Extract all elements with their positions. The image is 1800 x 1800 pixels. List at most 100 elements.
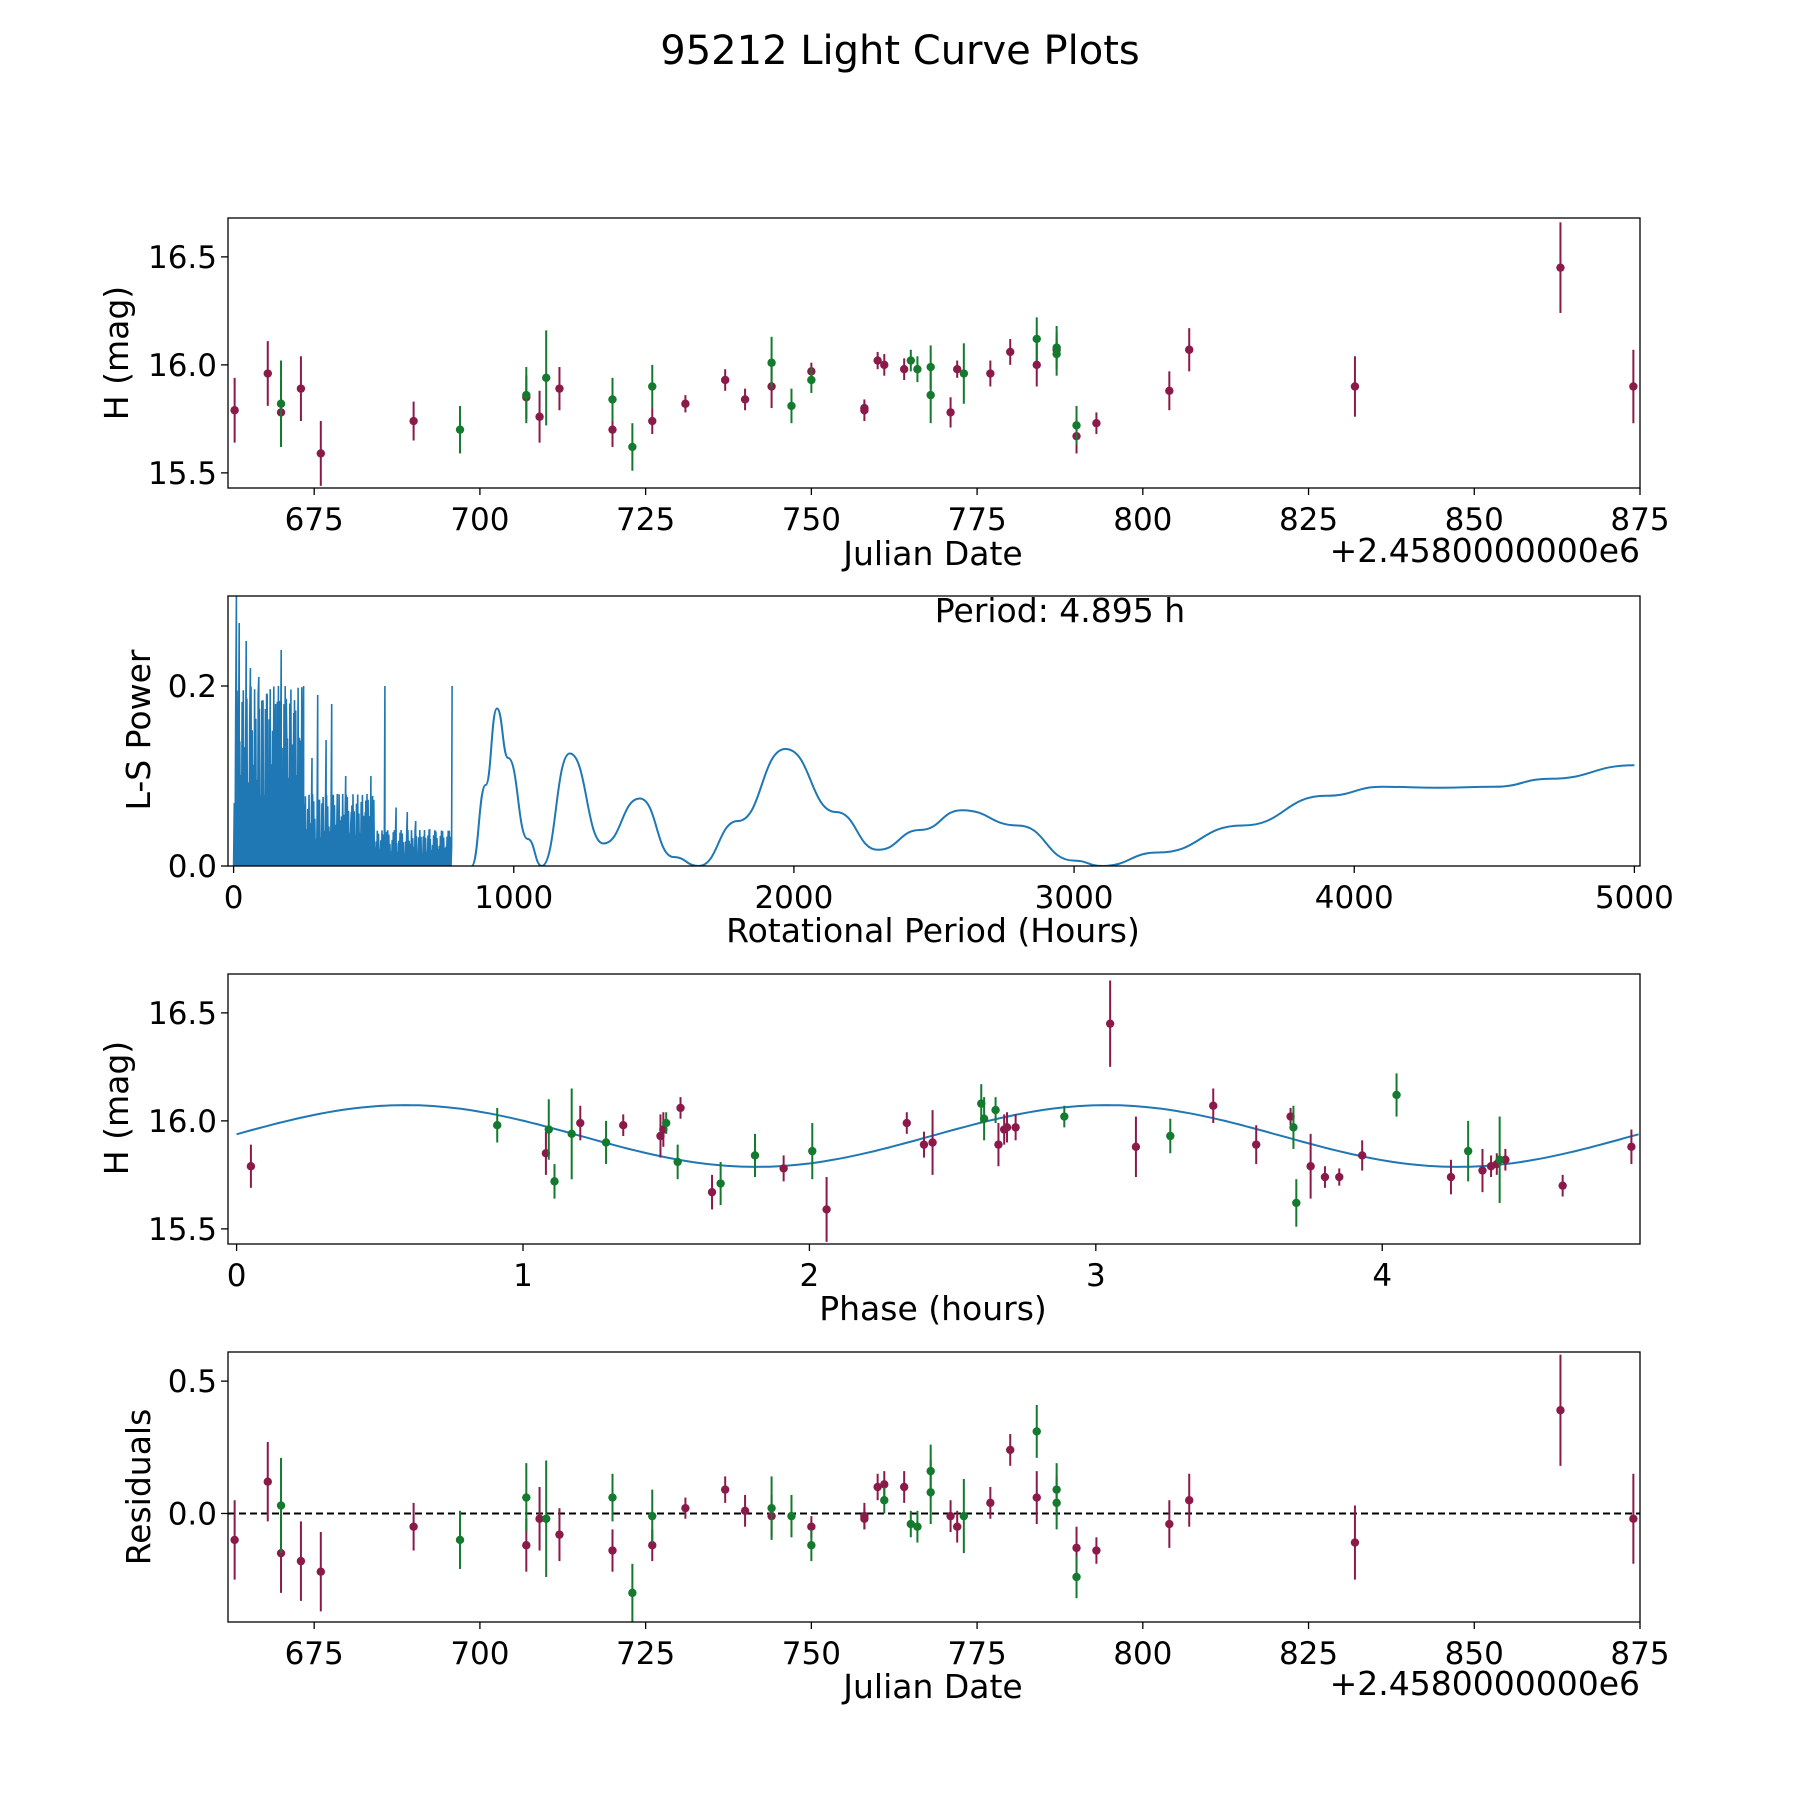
- lightcurve-point-red: [873, 356, 882, 365]
- residuals-point-green: [1052, 1498, 1061, 1508]
- phased-xtick-label: 0: [227, 1258, 247, 1294]
- lightcurve-point-red: [1092, 419, 1101, 428]
- lightcurve-point-red: [899, 365, 909, 374]
- phased-point-green: [991, 1105, 1000, 1115]
- residuals-xtick-label: 775: [948, 1636, 1007, 1672]
- panel-residuals: Residuals Julian Date +2.4580000000e6: [119, 1409, 1640, 1706]
- phased-point-red: [1357, 1151, 1367, 1160]
- phased-point-green: [1289, 1123, 1298, 1132]
- periodogram-xtick-label: 5000: [1595, 880, 1674, 916]
- lightcurve-point-green: [926, 362, 935, 372]
- lightcurve-point-red: [1350, 382, 1360, 391]
- lightcurve-point-red: [409, 416, 418, 426]
- lightcurve-point-red: [880, 360, 889, 370]
- figure-title: 95212 Light Curve Plots: [660, 28, 1140, 74]
- lightcurve-point-red: [263, 369, 272, 378]
- lightcurve-point-red: [953, 365, 962, 374]
- lightcurve-xlabel: Julian Date: [841, 534, 1023, 573]
- residuals-ylabel: Residuals: [119, 1409, 158, 1566]
- phased-point-red: [1209, 1101, 1218, 1110]
- residuals-point-red: [1165, 1519, 1174, 1529]
- phased-point-red: [1002, 1123, 1012, 1132]
- phased-point-red: [902, 1118, 911, 1128]
- phased-point-red: [619, 1121, 628, 1130]
- phased-model-line: [236, 1104, 1639, 1168]
- phased-point-red: [1131, 1142, 1141, 1152]
- residuals-xtick-label: 875: [1610, 1636, 1669, 1672]
- phased-point-red: [1627, 1142, 1636, 1152]
- phased-ytick-label: 16.5: [148, 996, 217, 1032]
- phased-point-green: [1463, 1146, 1473, 1156]
- phased-xtick-label: 3: [1086, 1258, 1106, 1294]
- residuals-point-red: [409, 1522, 418, 1531]
- lightcurve-point-red: [555, 384, 564, 393]
- phased-xtick-label: 2: [800, 1258, 820, 1294]
- lightcurve-point-green: [807, 375, 816, 385]
- residuals-ytick-label: 0.0: [168, 1496, 217, 1532]
- lightcurve-point-red: [720, 375, 730, 385]
- period-annotation: Period: 4.895 h: [935, 591, 1185, 630]
- phased-point-green: [750, 1151, 760, 1160]
- lightcurve-point-green: [455, 425, 465, 434]
- lightcurve-xtick-label: 800: [1113, 502, 1172, 538]
- phased-point-red: [1252, 1140, 1261, 1149]
- phased-point-green: [544, 1125, 553, 1134]
- residuals-point-red: [1072, 1543, 1081, 1553]
- lightcurve-point-red: [1006, 347, 1015, 357]
- residuals-xtick-label: 850: [1445, 1636, 1504, 1672]
- lightcurve-point-green: [608, 395, 617, 404]
- phased-ylabel: H (mag): [97, 1041, 136, 1175]
- lightcurve-point-green: [1072, 421, 1081, 430]
- periodogram-ytick-label: 0.0: [168, 849, 217, 885]
- residuals-point-green: [1072, 1572, 1081, 1582]
- phased-point-green: [1292, 1198, 1301, 1208]
- phased-xlabel: Phase (hours): [819, 1289, 1047, 1328]
- phased-point-green: [662, 1118, 671, 1128]
- phased-point-red: [1306, 1162, 1315, 1171]
- residuals-point-green: [906, 1519, 915, 1529]
- residuals-point-red: [1629, 1514, 1638, 1523]
- lightcurve-point-red: [946, 408, 955, 417]
- phased-point-green: [601, 1138, 611, 1147]
- residuals-point-red: [880, 1480, 889, 1489]
- lightcurve-point-red: [296, 384, 306, 393]
- lightcurve-xtick-label: 825: [1279, 502, 1338, 538]
- phased-point-green: [673, 1157, 682, 1167]
- panel-lightcurve: H (mag) Julian Date +2.4580000000e6: [97, 286, 1640, 573]
- periodogram-ylabel: L-S Power: [119, 649, 158, 810]
- periodogram-line: [470, 707, 1635, 866]
- residuals-point-green: [880, 1496, 889, 1505]
- periodogram-frame: [227, 595, 1641, 867]
- lightcurve-point-green: [628, 442, 637, 452]
- residuals-point-red: [296, 1556, 306, 1566]
- residuals-xtick-label: 750: [782, 1636, 841, 1672]
- lightcurve-point-red: [681, 399, 690, 408]
- residuals-point-red: [535, 1514, 544, 1523]
- residuals-point-red: [1350, 1538, 1360, 1547]
- residuals-offset-label: +2.4580000000e6: [1330, 1664, 1640, 1703]
- phased-point-green: [979, 1114, 989, 1123]
- phased-point-green: [1392, 1090, 1401, 1100]
- phased-point-red: [779, 1164, 788, 1173]
- residuals-point-green: [628, 1588, 637, 1598]
- lightcurve-xtick-label: 675: [285, 502, 344, 538]
- lightcurve-point-red: [316, 449, 326, 458]
- residuals-point-red: [946, 1511, 955, 1521]
- lightcurve-point-green: [787, 401, 796, 411]
- periodogram-xtick-label: 1000: [474, 880, 553, 916]
- lightcurve-point-red: [648, 416, 657, 426]
- residuals-point-green: [522, 1493, 531, 1502]
- lightcurve-ytick-label: 16.5: [148, 240, 217, 276]
- residuals-point-red: [899, 1482, 909, 1492]
- residuals-point-red: [860, 1514, 869, 1523]
- residuals-point-red: [681, 1503, 690, 1513]
- periodogram-spikes: [232, 596, 453, 866]
- lightcurve-points: [230, 222, 1638, 486]
- residuals-point-green: [767, 1503, 776, 1513]
- residuals-points: [230, 1354, 1638, 1622]
- lightcurve-ylabel: H (mag): [97, 286, 136, 420]
- lightcurve-point-red: [986, 369, 995, 378]
- residuals-point-red: [263, 1477, 272, 1486]
- lightcurve-point-green: [522, 390, 531, 400]
- lightcurve-point-red: [860, 403, 869, 413]
